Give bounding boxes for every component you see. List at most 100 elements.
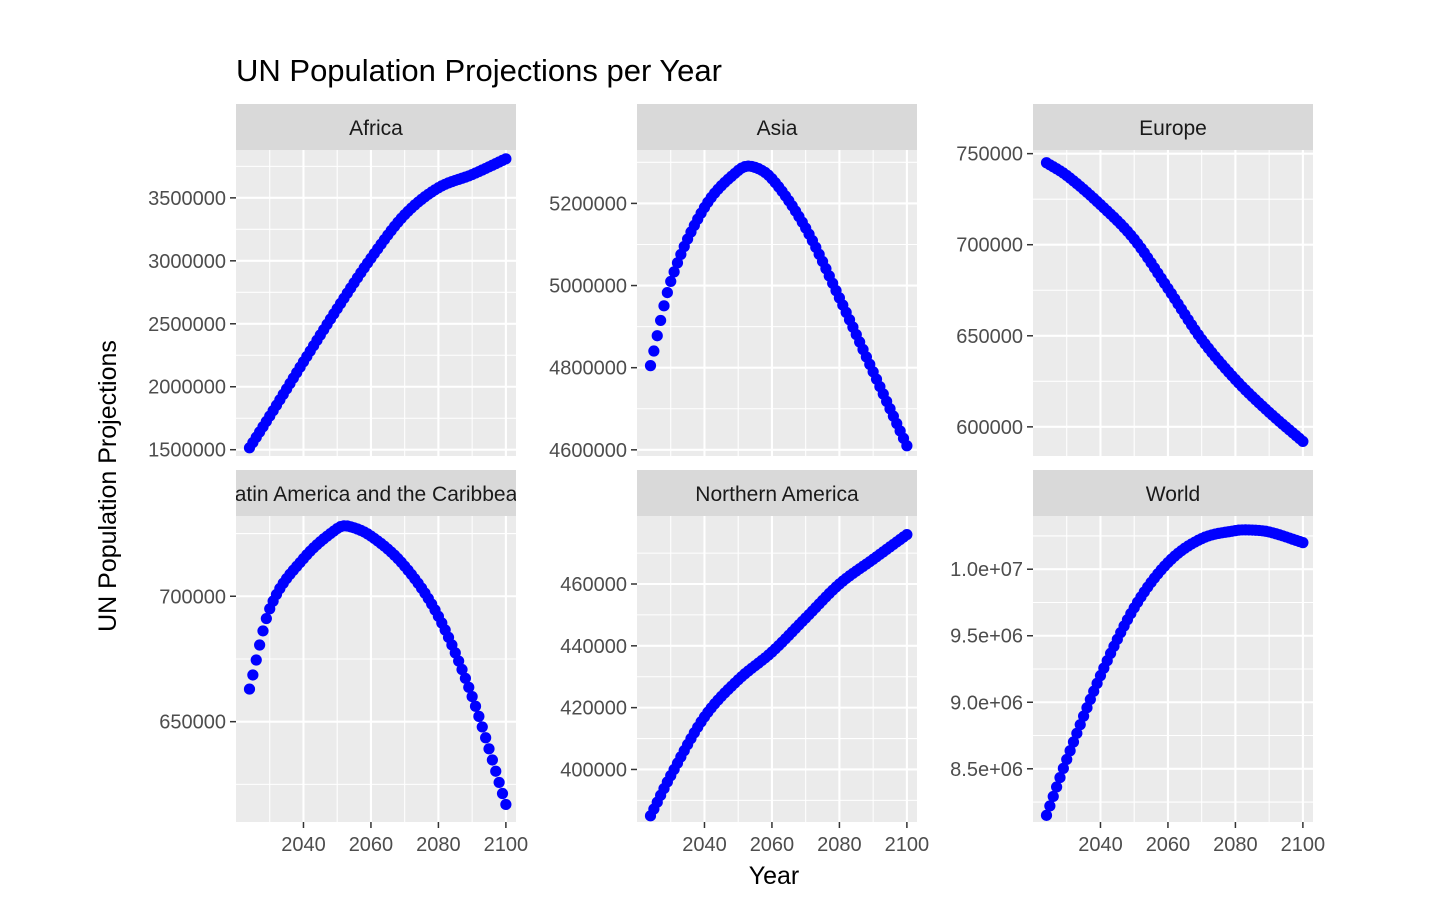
data-point bbox=[651, 330, 663, 342]
facet-strip bbox=[236, 104, 516, 150]
y-tick-label: 2500000 bbox=[148, 314, 226, 336]
x-tick-label: 2080 bbox=[416, 834, 461, 856]
y-tick-label: 460000 bbox=[560, 574, 627, 596]
x-tick-label: 2060 bbox=[1146, 834, 1191, 856]
panel-grid bbox=[236, 150, 516, 456]
data-point bbox=[480, 732, 492, 744]
data-point bbox=[1040, 809, 1053, 821]
x-tick-label: 2040 bbox=[682, 834, 727, 856]
facet-strip bbox=[637, 470, 917, 516]
y-tick-label: 400000 bbox=[560, 759, 627, 781]
y-tick-label: 750000 bbox=[956, 144, 1023, 166]
panel-background bbox=[236, 150, 516, 456]
x-tick-label: 2040 bbox=[281, 834, 326, 856]
data-point bbox=[496, 787, 509, 800]
data-points bbox=[1040, 524, 1309, 821]
data-points bbox=[644, 528, 913, 822]
data-point bbox=[260, 612, 272, 625]
panel-grid bbox=[1033, 150, 1313, 456]
y-tick-label: 700000 bbox=[956, 235, 1023, 257]
data-point bbox=[469, 700, 482, 712]
data-point bbox=[1071, 727, 1083, 739]
data-point bbox=[1297, 435, 1309, 448]
data-point bbox=[665, 275, 677, 288]
data-point bbox=[648, 345, 660, 357]
data-point bbox=[483, 743, 495, 755]
data-point bbox=[1297, 537, 1309, 549]
data-point bbox=[1064, 745, 1076, 757]
data-points bbox=[1040, 157, 1309, 448]
data-point bbox=[500, 798, 512, 811]
y-tick-label: 440000 bbox=[560, 636, 627, 658]
data-point bbox=[486, 754, 498, 766]
facet-strip-label: Latin America and the Caribbean bbox=[223, 483, 529, 506]
data-points bbox=[644, 160, 913, 452]
data-point bbox=[658, 300, 670, 312]
data-point bbox=[1074, 719, 1086, 731]
y-tick-label: 8.5e+06 bbox=[950, 759, 1023, 781]
facet-europe: Europe 600000 650000 700000 750000 bbox=[956, 104, 1313, 456]
facet-latin-america-and-the-caribbean: Latin America and the Caribbean 650000 700… bbox=[159, 470, 529, 856]
data-point bbox=[493, 776, 505, 789]
facet-northern-america: Northern America 400000 420000 440000 460000… bbox=[560, 470, 929, 856]
facet-asia: Asia 4600000 4800000 5000000 5200000 bbox=[549, 104, 917, 462]
facet-strip-label: Europe bbox=[1139, 117, 1207, 140]
data-point bbox=[1054, 771, 1066, 784]
panel-background bbox=[236, 516, 516, 822]
x-tick-label: 2060 bbox=[349, 834, 394, 856]
x-tick-label: 2100 bbox=[1281, 834, 1326, 856]
facet-strip bbox=[1033, 470, 1313, 516]
data-point bbox=[459, 672, 471, 684]
x-tick-label: 2040 bbox=[1078, 834, 1123, 856]
y-tick-label: 1.0e+07 bbox=[950, 559, 1023, 581]
data-point bbox=[1047, 790, 1059, 803]
facet-strip-label: Asia bbox=[757, 117, 798, 140]
y-tick-label: 3000000 bbox=[148, 251, 226, 273]
y-axis-title: UN Population Projections bbox=[94, 340, 122, 632]
y-tick-label: 4800000 bbox=[549, 358, 627, 380]
data-point bbox=[250, 654, 262, 666]
panel-background bbox=[637, 150, 917, 456]
data-point bbox=[243, 683, 256, 695]
facet-africa: Africa 1500000 2000000 2500000 3000000 350000… bbox=[148, 104, 516, 462]
data-point bbox=[254, 639, 266, 651]
data-point bbox=[1057, 762, 1069, 774]
y-tick-label: 600000 bbox=[956, 417, 1023, 439]
plot-title: UN Population Projections per Year bbox=[236, 53, 722, 88]
y-tick-label: 650000 bbox=[956, 326, 1023, 348]
data-point bbox=[247, 669, 259, 681]
data-point bbox=[257, 625, 269, 637]
data-point bbox=[668, 266, 680, 278]
data-point bbox=[476, 721, 488, 733]
data-points bbox=[243, 153, 512, 454]
data-point bbox=[1067, 736, 1080, 748]
data-point bbox=[1051, 781, 1063, 793]
data-point bbox=[463, 681, 475, 693]
data-point bbox=[901, 440, 913, 452]
y-tick-label: 4600000 bbox=[549, 440, 627, 462]
y-tick-label: 700000 bbox=[159, 586, 226, 608]
x-tick-label: 2080 bbox=[817, 834, 862, 856]
x-axis-title: Year bbox=[749, 862, 800, 890]
facet-strip bbox=[637, 104, 917, 150]
facet-strip-label: Northern America bbox=[695, 483, 859, 506]
x-tick-label: 2100 bbox=[885, 834, 930, 856]
data-point bbox=[1078, 710, 1090, 722]
data-point bbox=[500, 153, 512, 165]
data-point bbox=[466, 690, 478, 703]
data-point bbox=[644, 360, 657, 372]
y-tick-label: 650000 bbox=[159, 712, 226, 734]
facet-strip-label: World bbox=[1146, 483, 1200, 506]
data-point bbox=[655, 314, 667, 327]
y-tick-label: 9.5e+06 bbox=[950, 626, 1023, 648]
data-point bbox=[1044, 800, 1056, 812]
y-tick-label: 5000000 bbox=[549, 276, 627, 298]
facet-strip bbox=[236, 470, 516, 516]
y-tick-label: 2000000 bbox=[148, 377, 226, 399]
data-point bbox=[661, 286, 673, 299]
x-tick-label: 2100 bbox=[484, 834, 529, 856]
panel-grid bbox=[236, 516, 516, 822]
y-tick-label: 9.0e+06 bbox=[950, 692, 1023, 714]
